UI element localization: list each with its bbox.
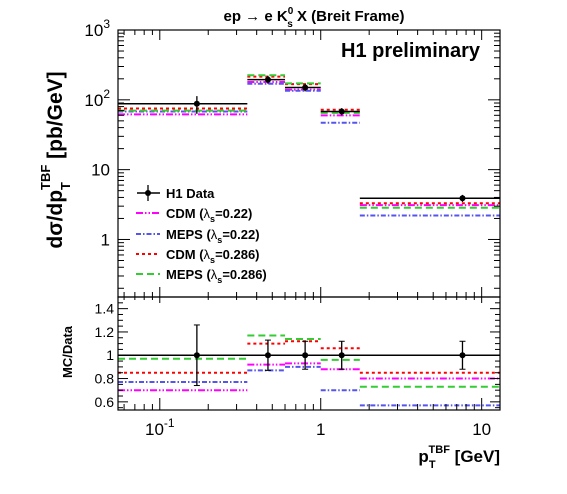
legend-label-0: H1 Data: [166, 186, 215, 201]
ratio-point-1: [264, 352, 271, 359]
legend: H1 Data CDM (λs=0.22) MEPS (λs=0.22) CDM (λ…: [136, 185, 267, 285]
legend-label-2: MEPS (λs=0.22): [166, 227, 260, 245]
bottom-xlabel: pTTBF [GeV]: [418, 444, 500, 471]
ratio-xtick-label-1: 1: [316, 420, 325, 439]
ratio-point-0: [193, 352, 200, 359]
data-point-3: [338, 108, 345, 115]
legend-marker-point: [145, 190, 151, 196]
top-data-group: [118, 75, 500, 202]
chart-title: ep → e K0 s X (Breit Frame): [223, 6, 404, 30]
ratio-point-2: [302, 352, 309, 359]
top-panel: 1 10 102 103 H1 preliminary H1 Data CDM (λs=…: [84, 17, 501, 298]
ratio-ytick-label-2: 1: [106, 347, 114, 363]
ratio-xtick-label-0: 10-1: [145, 416, 175, 439]
bottom-data-group: [193, 324, 466, 387]
top-ytick-label-1: 10: [91, 161, 110, 180]
legend-label-1: CDM (λs=0.22): [166, 206, 252, 224]
top-yaxis-ticks: 1 10 102 103: [84, 17, 500, 297]
bottom-ylabel: MC/Data: [60, 325, 75, 378]
ratio-point-4: [459, 352, 466, 359]
data-point-1: [264, 76, 271, 83]
top-ytick-label-0: 1: [101, 230, 110, 249]
bottom-series-group: [118, 334, 500, 407]
bottom-panel: 0.6 0.8 1 1.2 1.4 10-1 1 10: [95, 296, 501, 439]
top-ytick-label-2: 102: [84, 87, 110, 110]
ratio-ytick-label-3: 1.2: [95, 324, 115, 340]
legend-label-4: MEPS (λs=0.286): [166, 267, 267, 285]
top-ytick-label-3: 103: [84, 17, 110, 40]
bottom-plot-frame: [117, 296, 501, 411]
data-point-4: [459, 195, 466, 202]
top-series-group: [118, 74, 500, 217]
bottom-yaxis-ticks: 0.6 0.8 1 1.2 1.4: [95, 296, 500, 410]
data-point-0: [193, 100, 200, 107]
ratio-ytick-label-0: 0.6: [95, 394, 115, 410]
watermark: H1 preliminary: [341, 40, 481, 62]
top-ylabel: dσ/dpTTBF [pb/GeV]: [38, 71, 73, 248]
ratio-ytick-label-4: 1.4: [95, 301, 115, 317]
ratio-point-3: [338, 352, 345, 359]
bottom-xaxis-ticks: 10-1 1 10: [123, 297, 491, 439]
legend-label-3: CDM (λs=0.286): [166, 247, 260, 265]
ratio-xtick-label-2: 10: [472, 420, 491, 439]
data-point-2: [302, 84, 309, 91]
ratio-ytick-label-1: 0.8: [95, 371, 115, 387]
